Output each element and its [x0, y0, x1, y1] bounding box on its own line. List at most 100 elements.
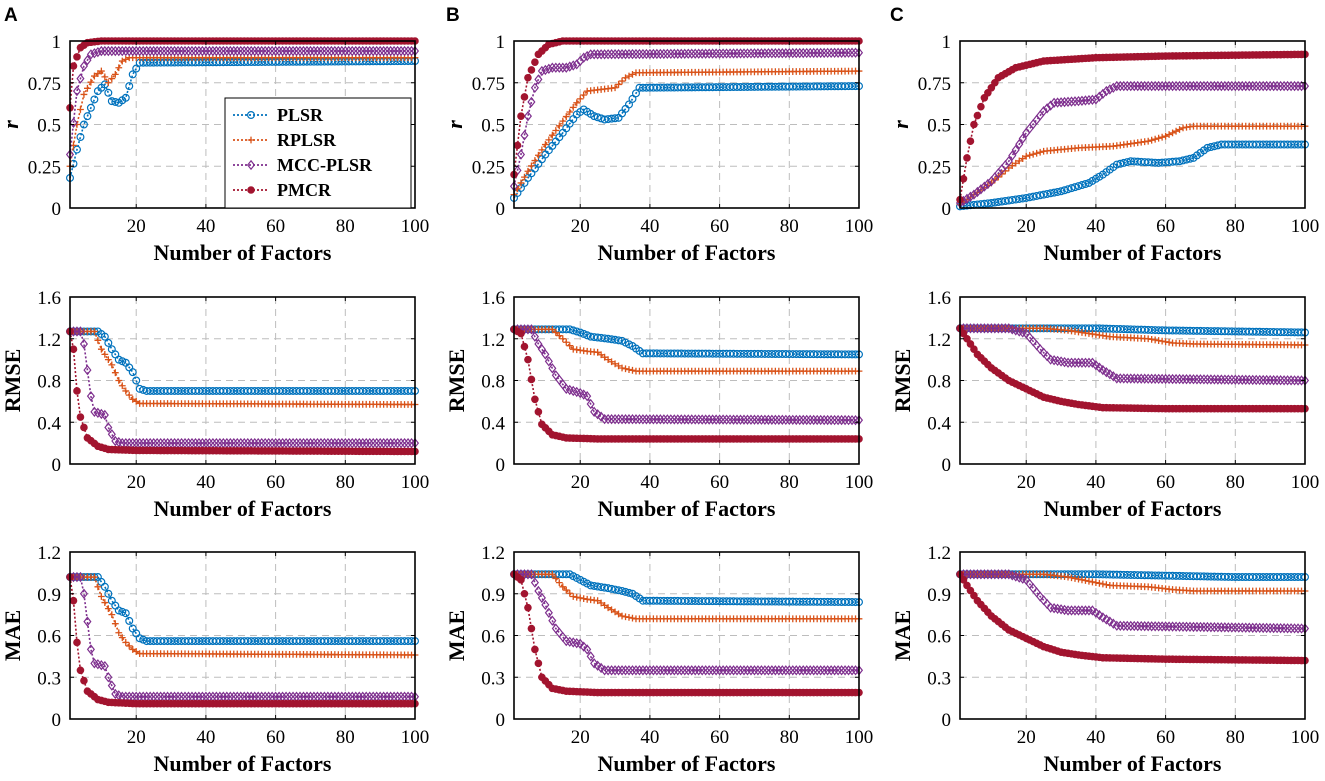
data-point — [1178, 80, 1188, 92]
data-point — [1077, 605, 1087, 616]
data-point — [1182, 621, 1191, 632]
data-point — [1213, 80, 1222, 92]
data-point — [135, 384, 144, 393]
data-point — [1227, 622, 1236, 633]
y-tick-label: 1.6 — [481, 288, 505, 309]
data-point — [1297, 80, 1306, 92]
data-point — [153, 45, 162, 57]
series-plsr — [65, 573, 420, 646]
data-point — [1137, 620, 1146, 632]
series-mcc-plsr — [955, 323, 1310, 386]
data-point — [1178, 621, 1188, 632]
data-point — [250, 45, 259, 57]
data-point — [1089, 578, 1096, 586]
data-point — [108, 611, 116, 619]
x-tick-label: 20 — [571, 472, 590, 493]
data-point — [114, 45, 123, 57]
data-point — [1099, 580, 1107, 588]
data-point — [1154, 80, 1163, 92]
data-point — [621, 587, 630, 596]
data-point — [715, 665, 724, 676]
data-point — [722, 665, 731, 676]
data-point — [830, 665, 839, 676]
data-point — [527, 624, 536, 633]
y-tick-label: 0.25 — [28, 157, 61, 178]
data-point — [844, 665, 853, 676]
data-point — [638, 414, 648, 425]
data-point — [732, 665, 742, 676]
data-point — [631, 414, 641, 425]
data-point — [247, 45, 256, 57]
y-tick-label: 0.6 — [481, 627, 505, 648]
data-point — [573, 99, 581, 107]
data-point — [1203, 80, 1212, 92]
data-point — [746, 48, 756, 59]
data-point — [115, 629, 123, 637]
data-point — [1050, 97, 1059, 108]
data-point — [125, 391, 133, 399]
data-point — [757, 48, 766, 59]
data-point — [1070, 605, 1080, 616]
data-point — [834, 665, 843, 676]
data-point — [806, 414, 815, 426]
data-point — [705, 665, 714, 676]
data-point — [1280, 375, 1289, 386]
data-point — [541, 64, 550, 76]
data-point — [604, 665, 613, 676]
data-point — [973, 186, 982, 198]
data-point — [834, 47, 843, 58]
data-point — [1178, 373, 1188, 385]
data-point — [1074, 95, 1083, 107]
y-tick-label: 0 — [942, 199, 952, 220]
data-point — [851, 47, 860, 58]
data-point — [1081, 95, 1090, 106]
data-point — [629, 71, 636, 78]
data-point — [1067, 605, 1076, 616]
data-point — [1161, 621, 1170, 632]
data-point — [629, 366, 636, 374]
data-point — [847, 665, 857, 676]
data-point — [1269, 622, 1278, 634]
data-point — [1075, 575, 1082, 583]
data-point — [215, 45, 224, 57]
data-point — [337, 437, 346, 449]
data-point — [1036, 148, 1044, 156]
subplot-b-mae: 20 40 60 80 100 0 0.3 0.6 0.9 1.2 Number of Factor… — [444, 543, 873, 776]
data-point — [1283, 375, 1292, 386]
data-point — [1297, 623, 1306, 634]
data-point — [94, 336, 102, 344]
data-point — [400, 45, 409, 57]
data-point — [1137, 80, 1146, 92]
data-point — [586, 398, 595, 410]
data-point — [1234, 622, 1243, 633]
series-rplsr — [510, 67, 863, 199]
data-point — [760, 414, 769, 425]
data-point — [629, 614, 636, 622]
data-point — [517, 179, 525, 187]
data-point — [994, 323, 1003, 334]
data-point — [1077, 357, 1087, 368]
data-point — [327, 437, 336, 449]
data-point — [1116, 80, 1125, 92]
data-point — [615, 81, 622, 88]
data-point — [635, 48, 644, 60]
data-point — [1033, 149, 1041, 157]
data-point — [1290, 623, 1299, 634]
data-point — [1252, 622, 1261, 633]
data-point — [1046, 100, 1055, 111]
x-tick-label: 20 — [127, 216, 146, 237]
data-point — [1105, 84, 1114, 95]
y-tick-label: 1.2 — [481, 330, 505, 351]
data-point — [323, 45, 332, 57]
y-tick-label: 0.5 — [481, 116, 505, 137]
data-point — [628, 414, 637, 425]
series-line-rplsr — [69, 56, 415, 167]
data-point — [983, 323, 992, 334]
data-point — [537, 344, 546, 355]
y-tick-label: 0.9 — [481, 585, 505, 606]
x-tick-label: 60 — [266, 216, 285, 237]
data-point — [1165, 373, 1174, 385]
data-point — [778, 47, 787, 59]
data-point — [580, 595, 588, 603]
data-point — [774, 665, 783, 676]
